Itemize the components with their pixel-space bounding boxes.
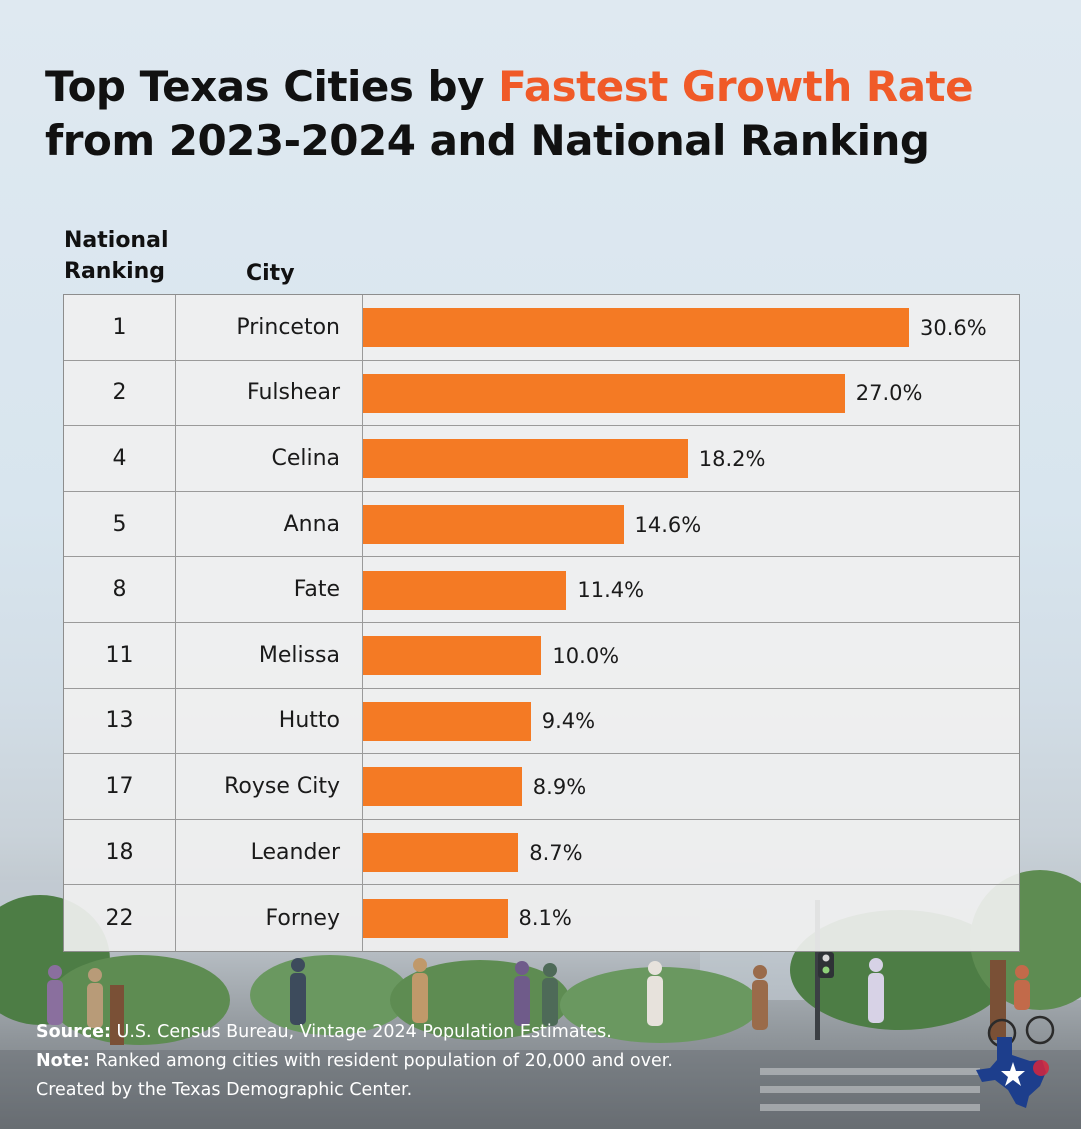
- city-cell: Forney: [175, 885, 363, 951]
- texas-logo: [976, 1037, 1049, 1108]
- bar: [363, 439, 688, 479]
- chart-title: Top Texas Cities by Fastest Growth Rate f…: [45, 60, 974, 168]
- bar: [363, 505, 624, 545]
- bar-value-label: 8.9%: [532, 774, 587, 799]
- table-row: 2 Fulshear 27.0%: [64, 360, 1019, 427]
- city-cell: Melissa: [175, 623, 363, 688]
- ranking-table: 1 Princeton 30.6% 2 Fulshear 27.0% 4 Celina 18.2…: [63, 294, 1020, 952]
- column-header-national-ranking: National Ranking: [64, 225, 168, 287]
- rank-cell: 8: [64, 557, 176, 622]
- table-row: 5 Anna 14.6%: [64, 491, 1019, 558]
- rank-cell: 5: [64, 491, 176, 557]
- rank-cell: 1: [64, 295, 176, 360]
- table-row: 18 Leander 8.7%: [64, 819, 1019, 886]
- bar-value-label: 30.6%: [920, 315, 987, 340]
- bar-value-label: 10.0%: [552, 643, 620, 668]
- source-text: U.S. Census Bureau, Vintage 2024 Populat…: [110, 1022, 612, 1042]
- title-part1: Top Texas Cities by: [45, 62, 499, 111]
- chart-footer: Source: U.S. Census Bureau, Vintage 2024…: [36, 1018, 673, 1105]
- bar-value-label: 18.2%: [698, 446, 766, 471]
- column-header-city: City: [246, 261, 295, 286]
- city-cell: Leander: [175, 819, 363, 885]
- source-line: Source: U.S. Census Bureau, Vintage 2024…: [36, 1018, 673, 1047]
- bar: [363, 373, 845, 413]
- note-text: Ranked among cities with resident popula…: [89, 1051, 673, 1071]
- bar: [363, 308, 909, 348]
- table-row: 11 Melissa 10.0%: [64, 623, 1019, 689]
- table-row: 22 Forney 8.1%: [64, 885, 1019, 951]
- city-cell: Princeton: [175, 295, 363, 360]
- city-cell: Fulshear: [175, 360, 363, 426]
- bar: [363, 636, 542, 676]
- rank-cell: 2: [64, 360, 176, 426]
- bar-value-label: 14.6%: [634, 512, 702, 537]
- city-cell: Fate: [175, 557, 363, 622]
- rank-cell: 22: [64, 885, 176, 951]
- note-label: Note:: [36, 1051, 90, 1071]
- title-accent: Fastest Growth Rate: [498, 62, 974, 111]
- rank-cell: 11: [64, 623, 176, 688]
- bar: [363, 898, 508, 938]
- crosswalk: [760, 1068, 980, 1111]
- pedestrians: [47, 958, 1055, 1048]
- table-row: 4 Celina 18.2%: [64, 426, 1019, 492]
- credit-line: Created by the Texas Demographic Center.: [36, 1080, 413, 1100]
- table-row: 17 Royse City 8.9%: [64, 754, 1019, 820]
- bar-value-label: 11.4%: [577, 578, 645, 603]
- bar-value-label: 8.1%: [518, 906, 572, 931]
- table-row: 8 Fate 11.4%: [64, 557, 1019, 623]
- table-row: 1 Princeton 30.6%: [64, 295, 1019, 361]
- bar-value-label: 9.4%: [541, 709, 596, 734]
- table-row: 13 Hutto 9.4%: [64, 688, 1019, 755]
- title-line2: from 2023-2024 and National Ranking: [45, 116, 930, 165]
- note-line: Note: Ranked among cities with resident …: [36, 1047, 673, 1076]
- bar: [363, 570, 567, 610]
- bar-value-label: 8.7%: [529, 840, 583, 865]
- bar: [363, 833, 519, 873]
- rank-cell: 4: [64, 426, 176, 491]
- traffic-light: [815, 900, 834, 1040]
- column-header-rank-line1: National: [64, 228, 169, 253]
- bar-value-label: 27.0%: [855, 381, 923, 406]
- column-header-rank-line2: Ranking: [64, 259, 166, 284]
- city-cell: Royse City: [175, 754, 363, 819]
- city-cell: Hutto: [175, 688, 363, 754]
- rank-cell: 13: [64, 688, 176, 754]
- rank-cell: 18: [64, 819, 176, 885]
- bar: [363, 701, 531, 741]
- source-label: Source:: [36, 1022, 111, 1042]
- bar: [363, 767, 522, 807]
- rank-cell: 17: [64, 754, 176, 819]
- city-cell: Anna: [175, 491, 363, 557]
- city-cell: Celina: [175, 426, 363, 491]
